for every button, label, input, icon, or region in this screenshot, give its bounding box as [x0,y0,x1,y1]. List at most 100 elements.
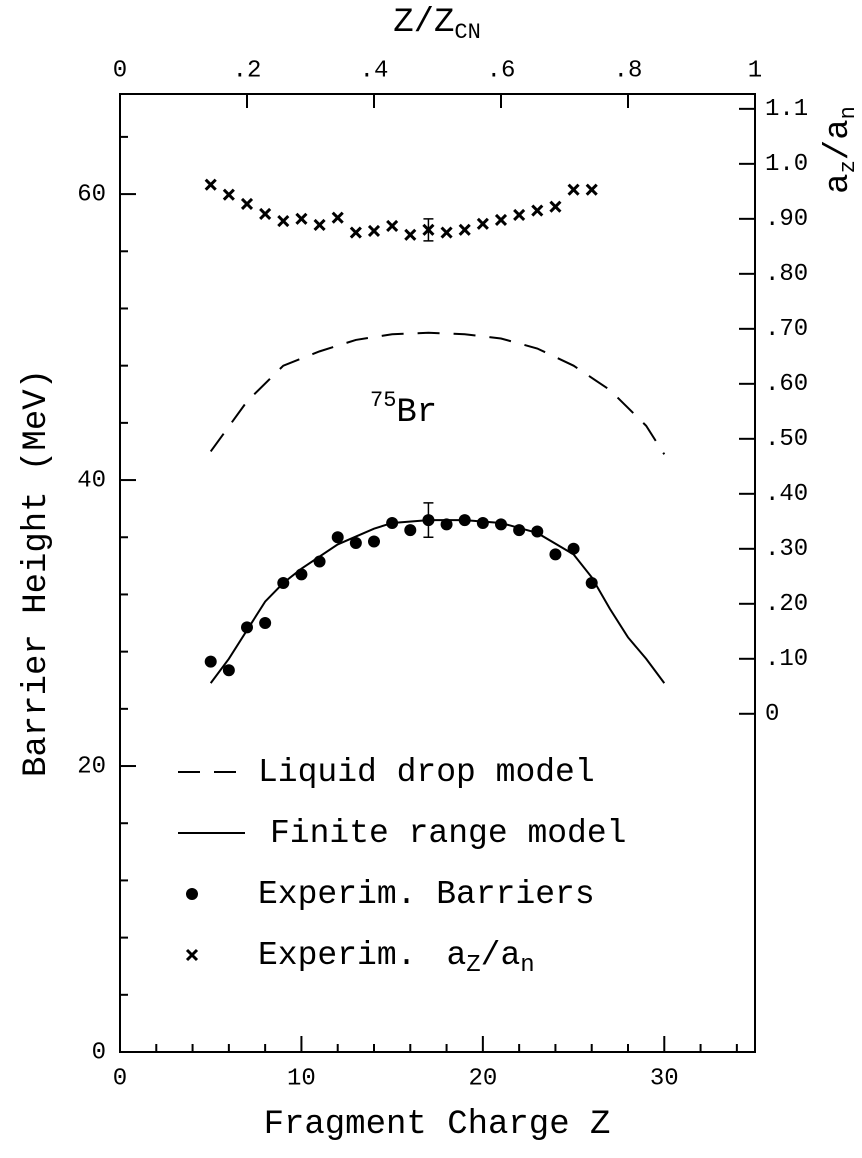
legend-sub: n [520,952,534,979]
x-tick-label: 0 [113,1065,127,1092]
data-point [241,621,253,634]
data-point [204,655,217,668]
x2-axis-label: Z/ZCN [393,4,481,45]
y2-tick-label: .90 [765,206,808,233]
y-axis-label: Barrier Height (MeV) [18,369,56,777]
data-point [440,226,453,239]
data-point [240,197,254,211]
legend-name: Liquid drop model [258,754,595,791]
data-point [349,226,362,239]
legend-part: a [500,937,520,974]
data-point [295,568,308,581]
x2-tick-label: 0 [113,57,127,84]
data-point [567,542,580,555]
data-point [313,555,326,568]
legend-name: Experim. [258,937,416,974]
data-point [386,516,399,529]
data-point [531,204,544,217]
data-point [259,207,272,220]
legend-name: Finite range model [270,815,626,852]
plot-frame [119,93,756,1053]
legend-label: Experim. aZ/an [258,937,535,980]
label-sub: z [836,160,861,173]
legend-part: / [481,937,501,974]
series-line [209,331,666,455]
data-point [531,525,544,538]
legend-name: Experim. Barriers [258,876,595,913]
data-point [349,536,362,549]
data-point [204,178,217,191]
data-point [494,213,508,226]
data-point [313,218,326,231]
y2-tick-label: .40 [765,481,808,508]
label-part: / [820,140,858,160]
data-point [476,217,489,230]
data-point [549,200,562,213]
data-point [222,188,235,201]
data-point [331,531,344,544]
data-point [440,518,453,531]
label-part: a [820,173,858,193]
x-tick-label: 20 [468,1065,497,1092]
x-tick-label: 10 [287,1065,316,1092]
data-point [404,524,417,537]
x-axis-label: Fragment Charge Z [264,1106,611,1144]
label-part: a [820,119,858,139]
error-bar [423,218,434,242]
y-tick-label: 40 [77,467,106,494]
y2-tick-label: .60 [765,371,808,398]
data-point [386,219,399,233]
y2-tick-label: .30 [765,536,808,563]
data-point [404,228,417,241]
legend-label: Finite range model [270,815,626,852]
x2-tick-label: .2 [233,57,262,84]
y2-tick-label: 0 [765,701,779,728]
y2-tick-label: .10 [765,646,808,673]
data-point [277,577,290,590]
label-part: Z/Z [393,4,454,42]
x2-tick-label: .4 [360,57,389,84]
data-point [513,208,526,222]
data-point [458,514,471,527]
label-sub: n [836,106,861,119]
data-point [368,535,380,548]
annotation-element: Br [396,394,437,432]
x-tick-label: 30 [650,1065,679,1092]
y2-tick-label: .80 [765,261,808,288]
data-point [331,211,344,224]
annotation: 75Br [370,388,437,432]
data-point [259,617,272,630]
legend-swatch [186,888,198,900]
legend-sub: Z [466,952,480,979]
y-tick-label: 0 [92,1039,106,1066]
series-line [209,519,666,684]
data-point [495,518,507,531]
legend-swatch [185,948,199,962]
data-point [476,516,489,529]
data-point [277,214,290,228]
y-tick-label: 20 [77,753,106,780]
x2-tick-label: .6 [487,57,516,84]
data-point [567,183,580,196]
error-bar [423,502,434,539]
y2-tick-label: .70 [765,316,808,343]
legend-label: Experim. Barriers [258,876,595,913]
data-point [549,548,562,561]
data-point [458,223,471,236]
data-point [222,664,235,677]
legend-part: a [446,937,466,974]
label-sub: CN [454,20,480,45]
x2-tick-label: .8 [614,57,643,84]
data-point [367,224,381,237]
annotation-mass: 75 [370,388,396,413]
data-point [295,212,308,225]
data-point [585,183,598,196]
y2-tick-label: 1.1 [765,96,808,123]
data-point [585,577,598,590]
legend-label: Liquid drop model [258,754,595,791]
x2-tick-label: 1 [748,57,762,84]
y2-axis-label: az/an [820,106,861,194]
y2-tick-label: 1.0 [765,151,808,178]
y2-tick-label: .50 [765,426,808,453]
